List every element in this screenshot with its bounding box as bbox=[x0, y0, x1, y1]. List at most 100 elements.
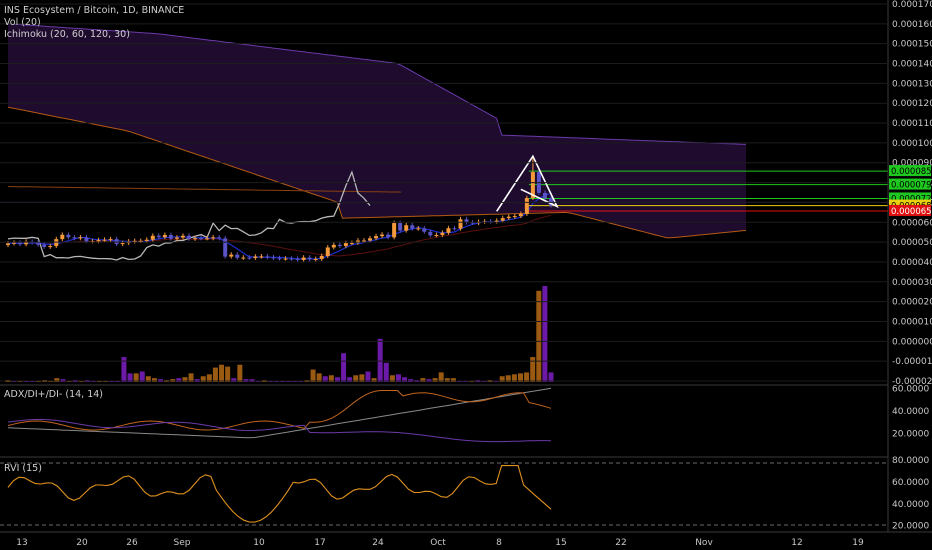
candle bbox=[72, 237, 77, 239]
price-tick-label: 0.0000400 bbox=[892, 258, 932, 268]
volume-bar bbox=[151, 378, 157, 382]
volume-bar bbox=[377, 338, 383, 382]
volume-bar bbox=[48, 381, 54, 382]
time-tick-label: 13 bbox=[16, 538, 27, 548]
volume-bar bbox=[115, 381, 121, 382]
candle bbox=[168, 234, 173, 239]
symbol-title: INS Ecosystem / Bitcoin, 1D, BINANCE bbox=[4, 5, 184, 16]
price-tick-label: 0.0000300 bbox=[892, 278, 932, 288]
volume-bar bbox=[542, 286, 548, 382]
volume-bar bbox=[389, 375, 395, 382]
candle bbox=[247, 257, 252, 259]
volume-bar bbox=[139, 371, 145, 382]
volume-bar bbox=[371, 378, 377, 382]
rvi-legend: RVI (15) bbox=[4, 463, 42, 474]
candle bbox=[331, 244, 336, 248]
volume-bar bbox=[36, 381, 42, 382]
candle bbox=[229, 254, 234, 257]
candle bbox=[325, 247, 330, 256]
volume-bar bbox=[78, 381, 84, 382]
candle bbox=[500, 218, 505, 221]
volume-bar bbox=[456, 381, 462, 382]
triangle-pattern[interactable] bbox=[496, 154, 559, 212]
candle bbox=[392, 223, 397, 238]
rvi-line bbox=[7, 465, 552, 523]
volume-bar bbox=[237, 364, 243, 382]
candle bbox=[295, 258, 300, 260]
cloud-inner-line bbox=[7, 186, 401, 193]
volume-bar bbox=[511, 374, 517, 382]
candle bbox=[12, 242, 17, 244]
volume-bar bbox=[450, 378, 456, 382]
price-tick-label: 0.0001300 bbox=[892, 79, 932, 89]
candle bbox=[223, 238, 228, 257]
candle bbox=[428, 231, 433, 236]
candle bbox=[289, 258, 294, 260]
candle bbox=[458, 219, 463, 229]
volume-bar bbox=[133, 373, 139, 382]
volume-bar bbox=[182, 377, 188, 382]
candle bbox=[271, 257, 276, 259]
volume-bar bbox=[255, 381, 261, 382]
candle bbox=[150, 235, 155, 240]
candle bbox=[211, 237, 216, 239]
volume-bar bbox=[383, 362, 389, 382]
candle bbox=[66, 234, 71, 238]
candle bbox=[440, 232, 445, 235]
volume-bar bbox=[481, 381, 487, 382]
candle bbox=[265, 256, 270, 258]
candle bbox=[180, 235, 185, 238]
volume-bar bbox=[444, 378, 450, 382]
volume-bar bbox=[121, 357, 127, 382]
rvi-tick-label: 60.0000 bbox=[892, 478, 929, 488]
time-tick-label: 17 bbox=[314, 538, 325, 548]
volume-bar bbox=[359, 374, 365, 382]
candle bbox=[78, 237, 83, 239]
candle bbox=[36, 242, 41, 245]
volume-bar bbox=[231, 378, 237, 382]
candle bbox=[6, 243, 10, 246]
volume-bar bbox=[432, 378, 438, 382]
volume-bar bbox=[402, 377, 408, 382]
adx-tick-label: 60.0000 bbox=[892, 384, 929, 394]
candle bbox=[102, 239, 107, 241]
candle bbox=[174, 237, 179, 239]
volume-legend: Vol (20) bbox=[4, 17, 41, 28]
adx-tick-label: 20.0000 bbox=[892, 429, 929, 439]
time-tick-label: Nov bbox=[695, 538, 713, 548]
time-tick-label: 12 bbox=[791, 538, 802, 548]
price-tick-label: 0.0001600 bbox=[892, 20, 932, 30]
volume-bar bbox=[273, 381, 279, 382]
volume-bar bbox=[438, 372, 444, 382]
rvi-pane[interactable] bbox=[0, 456, 888, 526]
candle bbox=[42, 244, 47, 247]
cloud-upper-edge bbox=[7, 23, 747, 145]
time-tick-label: 19 bbox=[852, 538, 864, 548]
rvi-tick-label: 40.0000 bbox=[892, 500, 929, 510]
candle bbox=[313, 258, 318, 260]
volume-bar bbox=[298, 381, 304, 382]
volume-bar bbox=[219, 364, 225, 382]
price-tick-label: 0.0000900 bbox=[892, 159, 932, 169]
candle bbox=[96, 240, 101, 242]
volume-bar bbox=[103, 381, 109, 382]
price-tick-label: 0.0000100 bbox=[892, 317, 932, 327]
time-tick-label: Oct bbox=[430, 538, 446, 548]
rvi-axis[interactable]: 80.0000 60.0000 40.0000 20.0000 bbox=[892, 456, 929, 531]
time-axis[interactable]: 13 20 26 Sep 10 17 24 Oct 8 15 22 Nov 12 19 bbox=[16, 538, 864, 548]
level-price-tags: 0.00008580.00007900.00007200.00006840.00… bbox=[889, 165, 932, 217]
volume-bar bbox=[469, 381, 475, 382]
candle bbox=[120, 243, 125, 245]
candle bbox=[241, 257, 246, 259]
candle bbox=[398, 223, 403, 231]
candle bbox=[337, 244, 342, 247]
candle bbox=[301, 257, 306, 260]
volume-bar bbox=[292, 381, 298, 382]
time-tick-label: 15 bbox=[555, 538, 566, 548]
candle bbox=[343, 243, 348, 247]
adx-axis[interactable]: 60.0000 40.0000 20.0000 bbox=[892, 384, 929, 439]
volume-bar bbox=[188, 373, 194, 382]
candle bbox=[512, 216, 517, 218]
adx-pane[interactable] bbox=[0, 384, 888, 443]
